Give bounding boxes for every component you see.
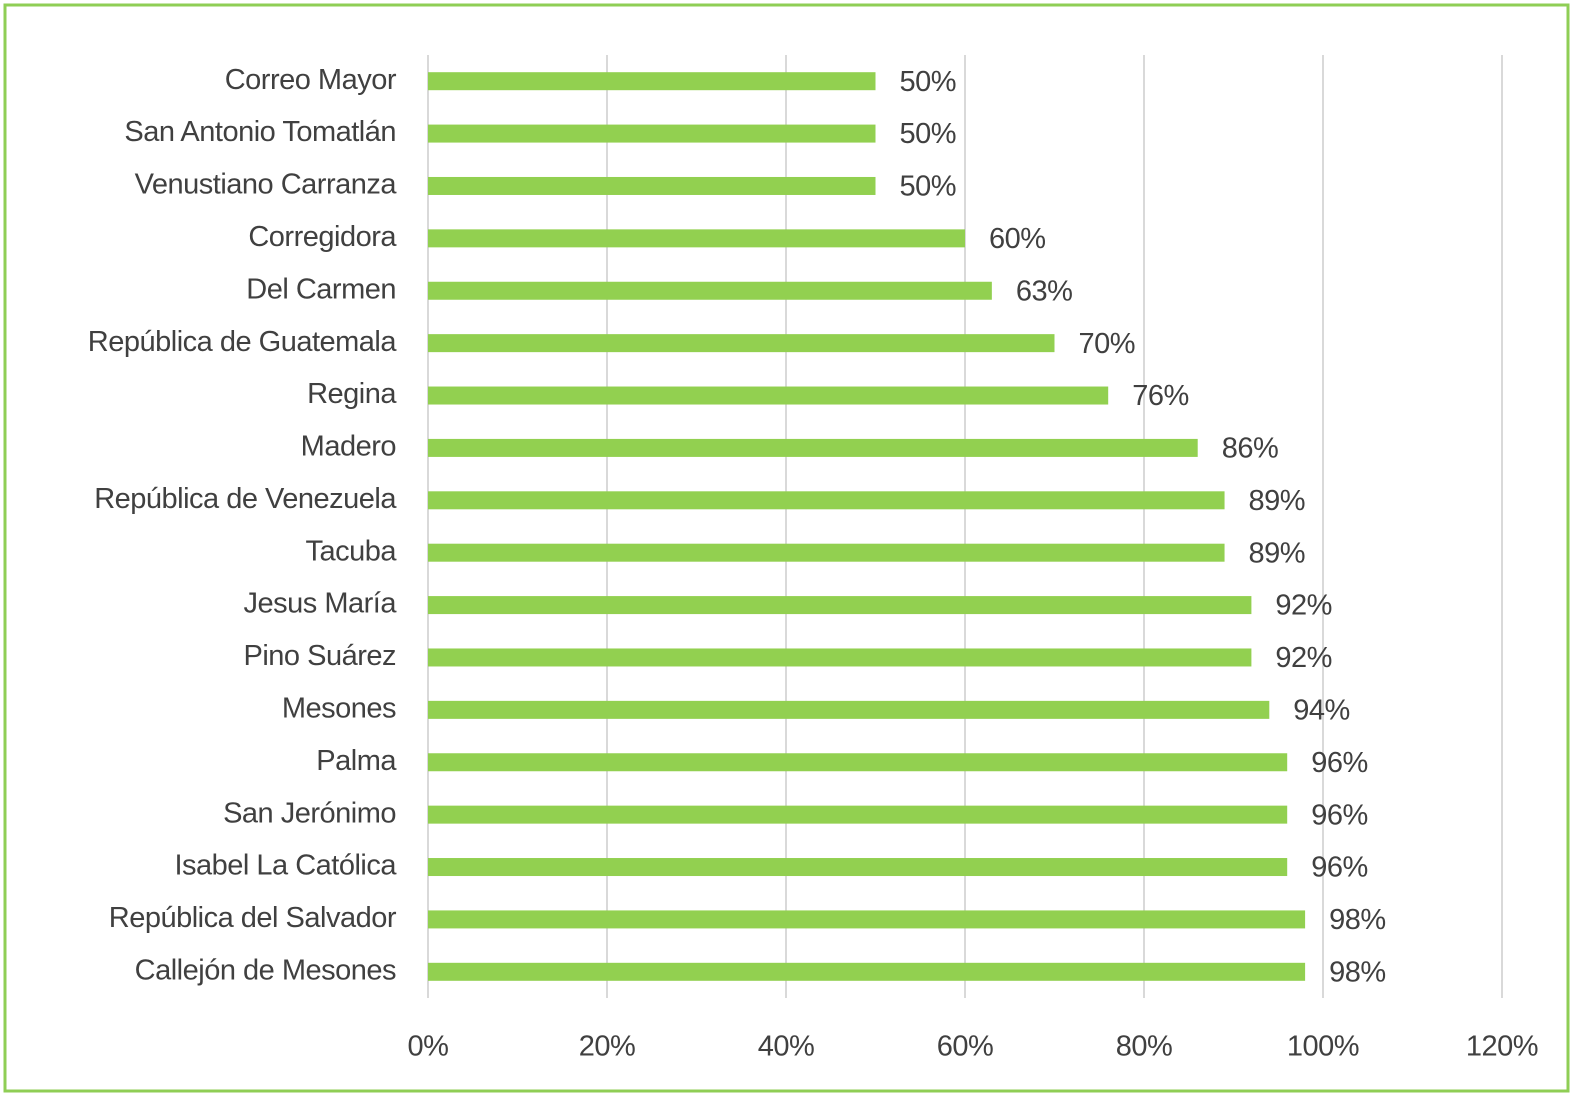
bar	[428, 438, 1198, 457]
value-label: 89%	[1249, 485, 1306, 517]
y-tick-label: Madero	[301, 431, 396, 463]
value-label: 50%	[900, 66, 957, 98]
value-label: 98%	[1329, 956, 1386, 988]
bar	[428, 543, 1225, 562]
value-label: 60%	[989, 223, 1046, 255]
value-label: 96%	[1311, 747, 1368, 779]
chart-border	[3, 3, 1570, 1093]
x-tick-label: 0%	[408, 1031, 449, 1063]
bar	[428, 124, 876, 143]
value-label: 94%	[1293, 695, 1350, 727]
bar	[428, 386, 1109, 405]
y-tick-label: República del Salvador	[109, 902, 397, 934]
y-tick-label: República de Venezuela	[94, 483, 397, 515]
y-tick-label: Corregidora	[248, 221, 397, 253]
bar	[428, 229, 965, 248]
y-tick-label: Callejón de Mesones	[135, 954, 396, 986]
y-tick-label: República de Guatemala	[88, 326, 398, 358]
bar	[428, 334, 1055, 353]
y-tick-label: Regina	[307, 378, 397, 410]
bar	[428, 700, 1270, 719]
bar	[428, 648, 1252, 667]
bar	[428, 858, 1288, 877]
value-label: 50%	[900, 171, 957, 203]
y-tick-label: Pino Suárez	[244, 640, 397, 672]
bar	[428, 491, 1225, 510]
y-tick-label: San Antonio Tomatlán	[124, 116, 396, 148]
bar	[428, 596, 1252, 615]
y-tick-label: Isabel La Católica	[174, 850, 397, 882]
y-tick-label: Tacuba	[305, 535, 397, 567]
value-label: 92%	[1275, 590, 1332, 622]
bar	[428, 805, 1288, 824]
value-label: 98%	[1329, 904, 1386, 936]
x-tick-label: 40%	[758, 1031, 815, 1063]
y-tick-label: Venustiano Carranza	[135, 169, 398, 201]
bar	[428, 962, 1306, 981]
y-tick-label: Correo Mayor	[225, 64, 397, 96]
y-tick-label: Mesones	[282, 693, 396, 725]
x-tick-label: 60%	[937, 1031, 994, 1063]
value-label: 96%	[1311, 799, 1368, 831]
bar	[428, 281, 992, 300]
value-label: 50%	[900, 118, 957, 150]
bar	[428, 753, 1288, 772]
y-tick-label: Del Carmen	[246, 273, 396, 305]
bar	[428, 176, 876, 195]
x-tick-label: 100%	[1287, 1031, 1359, 1063]
y-tick-label: Jesus María	[244, 588, 398, 620]
value-label: 92%	[1275, 642, 1332, 674]
y-tick-label: Palma	[316, 745, 397, 777]
bar	[428, 72, 876, 91]
value-label: 86%	[1222, 433, 1279, 465]
y-tick-label: San Jerónimo	[223, 797, 396, 829]
value-label: 63%	[1016, 275, 1073, 307]
value-label: 96%	[1311, 852, 1368, 884]
bar	[428, 910, 1306, 929]
x-tick-label: 80%	[1116, 1031, 1173, 1063]
value-label: 70%	[1079, 328, 1136, 360]
x-tick-label: 120%	[1466, 1031, 1538, 1063]
x-tick-label: 20%	[579, 1031, 636, 1063]
value-label: 89%	[1249, 537, 1306, 569]
value-label: 76%	[1132, 380, 1189, 412]
